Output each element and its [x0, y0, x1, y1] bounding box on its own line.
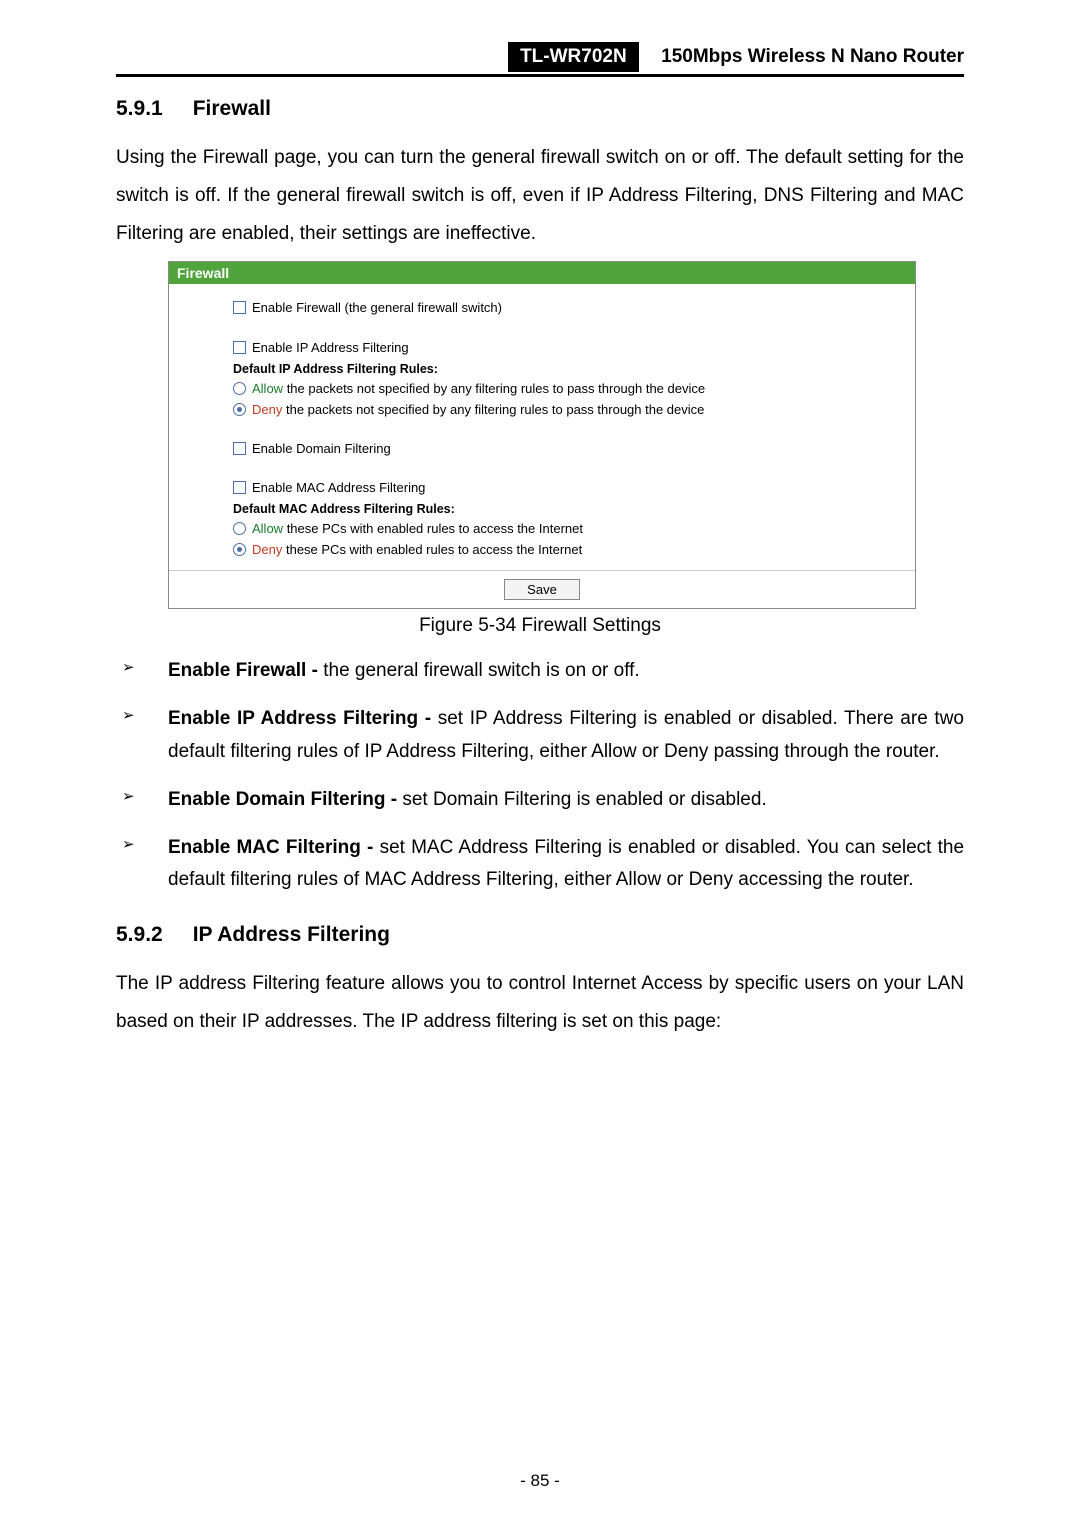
bullet-enable-firewall: ➢ Enable Firewall - the general firewall…: [116, 655, 964, 687]
row-mac-allow: Allow these PCs with enabled rules to ac…: [169, 518, 915, 539]
row-enable-mac-filter: Enable MAC Address Filtering: [169, 477, 915, 498]
bullet-enable-domain-filter: ➢ Enable Domain Filtering - set Domain F…: [116, 784, 964, 816]
spacer: [169, 459, 915, 477]
kw-deny: Deny: [252, 402, 282, 417]
mac-rules-header: Default MAC Address Filtering Rules:: [169, 498, 915, 518]
label-ip-deny: Deny the packets not specified by any fi…: [252, 402, 704, 417]
firewall-intro-paragraph: Using the Firewall page, you can turn th…: [116, 139, 964, 253]
bullet-body: Enable Domain Filtering - set Domain Fil…: [168, 784, 767, 816]
checkbox-enable-firewall[interactable]: [233, 301, 246, 314]
section-heading-ip-filtering: 5.9.2 IP Address Filtering: [116, 923, 964, 947]
checkbox-enable-ip-filter[interactable]: [233, 341, 246, 354]
section-number: 5.9.1: [116, 97, 163, 121]
spacer: [169, 420, 915, 438]
text-mac-deny: these PCs with enabled rules to access t…: [282, 542, 582, 557]
bullet-arrow-icon: ➢: [116, 703, 168, 768]
bullet-body: Enable IP Address Filtering - set IP Add…: [168, 703, 964, 768]
checkbox-enable-domain-filter[interactable]: [233, 442, 246, 455]
row-enable-ip-filter: Enable IP Address Filtering: [169, 337, 915, 358]
figure-caption: Figure 5-34 Firewall Settings: [116, 615, 964, 637]
bullet-rest: the general firewall switch is on or off…: [323, 660, 639, 681]
bullet-enable-ip-filter: ➢ Enable IP Address Filtering - set IP A…: [116, 703, 964, 768]
spacer: [169, 319, 915, 337]
bullet-body: Enable MAC Filtering - set MAC Address F…: [168, 832, 964, 897]
label-enable-domain-filter: Enable Domain Filtering: [252, 441, 391, 456]
radio-ip-allow[interactable]: [233, 382, 246, 395]
row-ip-allow: Allow the packets not specified by any f…: [169, 378, 915, 399]
model-desc: 150Mbps Wireless N Nano Router: [661, 46, 964, 67]
figure-panel-title: Firewall: [169, 262, 915, 284]
checkbox-enable-mac-filter[interactable]: [233, 481, 246, 494]
radio-mac-allow[interactable]: [233, 522, 246, 535]
label-enable-mac-filter: Enable MAC Address Filtering: [252, 480, 425, 495]
text-mac-allow: these PCs with enabled rules to access t…: [283, 521, 583, 536]
bullet-enable-mac-filter: ➢ Enable MAC Filtering - set MAC Address…: [116, 832, 964, 897]
row-enable-firewall: Enable Firewall (the general firewall sw…: [169, 296, 915, 319]
save-button[interactable]: Save: [504, 579, 580, 600]
page-number: - 85 -: [0, 1471, 1080, 1491]
label-mac-allow: Allow these PCs with enabled rules to ac…: [252, 521, 583, 536]
ip-filtering-intro-paragraph: The IP address Filtering feature allows …: [116, 965, 964, 1041]
text-ip-allow: the packets not specified by any filteri…: [283, 381, 705, 396]
radio-mac-deny[interactable]: [233, 543, 246, 556]
label-enable-ip-filter: Enable IP Address Filtering: [252, 340, 409, 355]
bullet-bold: Enable Firewall -: [168, 660, 323, 681]
section-number: 5.9.2: [116, 923, 163, 947]
row-mac-deny: Deny these PCs with enabled rules to acc…: [169, 539, 915, 560]
bullet-rest: set Domain Filtering is enabled or disab…: [402, 789, 766, 810]
bullet-bold: Enable IP Address Filtering -: [168, 708, 438, 729]
bullet-list: ➢ Enable Firewall - the general firewall…: [116, 655, 964, 897]
section-title: Firewall: [193, 97, 271, 120]
save-row: Save: [169, 570, 915, 608]
kw-allow: Allow: [252, 521, 283, 536]
text-ip-deny: the packets not specified by any filteri…: [282, 402, 704, 417]
label-mac-deny: Deny these PCs with enabled rules to acc…: [252, 542, 582, 557]
firewall-settings-figure: Firewall Enable Firewall (the general fi…: [168, 261, 916, 609]
radio-ip-deny[interactable]: [233, 403, 246, 416]
label-ip-allow: Allow the packets not specified by any f…: [252, 381, 705, 396]
kw-allow: Allow: [252, 381, 283, 396]
kw-deny: Deny: [252, 542, 282, 557]
row-enable-domain-filter: Enable Domain Filtering: [169, 438, 915, 459]
bullet-bold: Enable MAC Filtering -: [168, 837, 380, 858]
model-badge: TL-WR702N: [508, 42, 639, 72]
row-ip-deny: Deny the packets not specified by any fi…: [169, 399, 915, 420]
bullet-arrow-icon: ➢: [116, 832, 168, 897]
ip-rules-header: Default IP Address Filtering Rules:: [169, 358, 915, 378]
figure-body: Enable Firewall (the general firewall sw…: [169, 284, 915, 608]
page: TL-WR702N 150Mbps Wireless N Nano Router…: [0, 0, 1080, 1527]
bullet-arrow-icon: ➢: [116, 655, 168, 687]
section-heading-firewall: 5.9.1 Firewall: [116, 97, 964, 121]
label-enable-firewall: Enable Firewall (the general firewall sw…: [252, 300, 502, 315]
page-header: TL-WR702N 150Mbps Wireless N Nano Router: [116, 42, 964, 77]
bullet-bold: Enable Domain Filtering -: [168, 789, 402, 810]
bullet-arrow-icon: ➢: [116, 784, 168, 816]
bullet-body: Enable Firewall - the general firewall s…: [168, 655, 640, 687]
section-title: IP Address Filtering: [193, 923, 390, 946]
